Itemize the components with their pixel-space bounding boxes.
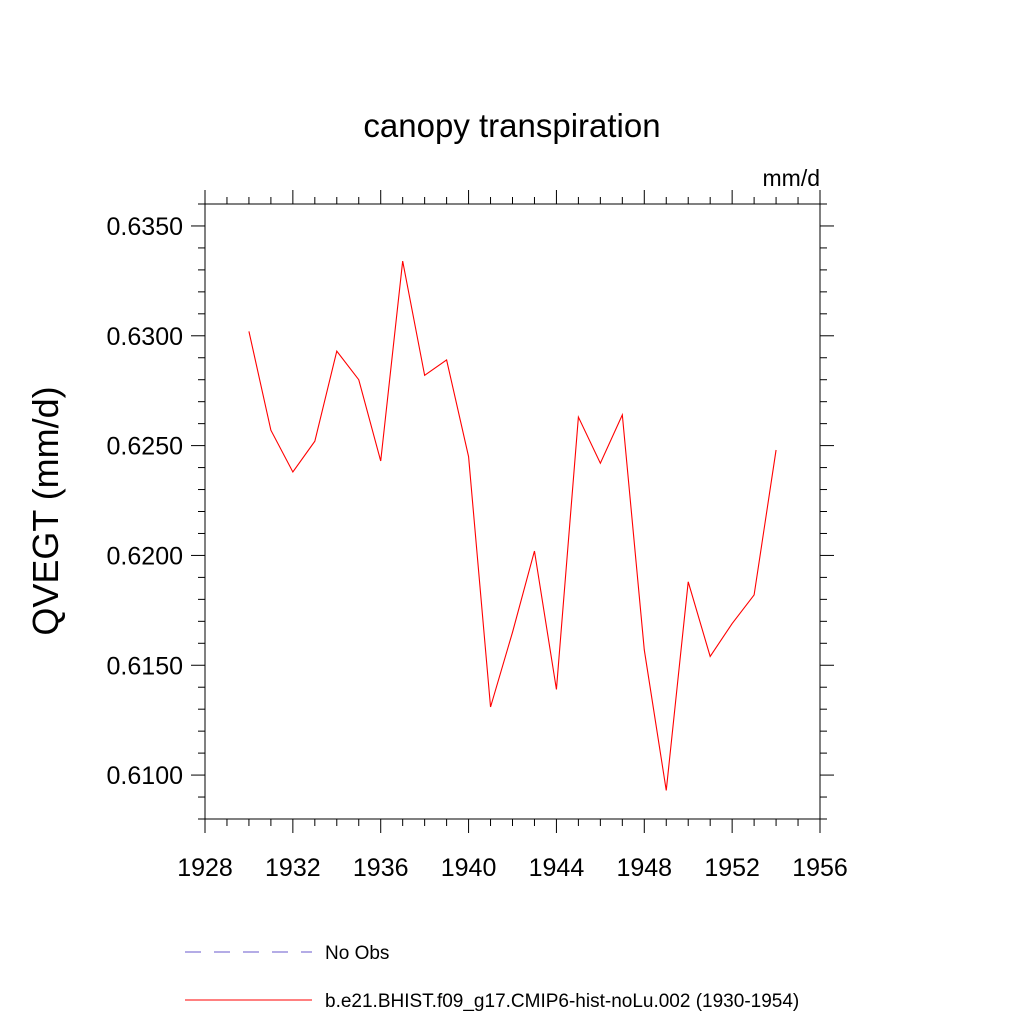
y-tick-label: 0.6300 — [107, 323, 183, 351]
y-tick-label: 0.6100 — [107, 762, 183, 790]
x-tick-label: 1944 — [529, 854, 585, 882]
x-tick-label: 1928 — [177, 854, 233, 882]
legend-label: No Obs — [325, 943, 389, 964]
y-tick-label: 0.6350 — [107, 213, 183, 241]
y-tick-label: 0.6150 — [107, 652, 183, 680]
x-tick-label: 1936 — [353, 854, 409, 882]
legend: No Obs b.e21.BHIST.f09_g17.CMIP6-hist-noL… — [185, 943, 799, 1012]
chart-title: canopy transpiration — [363, 107, 660, 144]
x-tick-label: 1932 — [265, 854, 321, 882]
legend-label: b.e21.BHIST.f09_g17.CMIP6-hist-noLu.002 … — [325, 991, 799, 1012]
series-line — [248, 261, 777, 791]
y-tick-label: 0.6250 — [107, 433, 183, 461]
y-axis-label: QVEGT (mm/d) — [25, 386, 66, 635]
x-tick-label: 1940 — [441, 854, 497, 882]
x-tick-label: 1948 — [616, 854, 672, 882]
series-layer — [248, 261, 777, 791]
axis-ticks — [191, 190, 834, 833]
legend-entry: No Obs — [185, 943, 389, 964]
legend-entry: b.e21.BHIST.f09_g17.CMIP6-hist-noLu.002 … — [185, 991, 799, 1012]
x-tick-label: 1956 — [792, 854, 848, 882]
axis-tick-labels: 1928 1932 1936 1940 1944 1948 1952 1956 0.6100 0.… — [107, 213, 848, 882]
x-tick-label: 1952 — [704, 854, 760, 882]
y-tick-label: 0.6200 — [107, 542, 183, 570]
plot-frame — [204, 203, 821, 820]
units-label: mm/d — [763, 165, 821, 191]
